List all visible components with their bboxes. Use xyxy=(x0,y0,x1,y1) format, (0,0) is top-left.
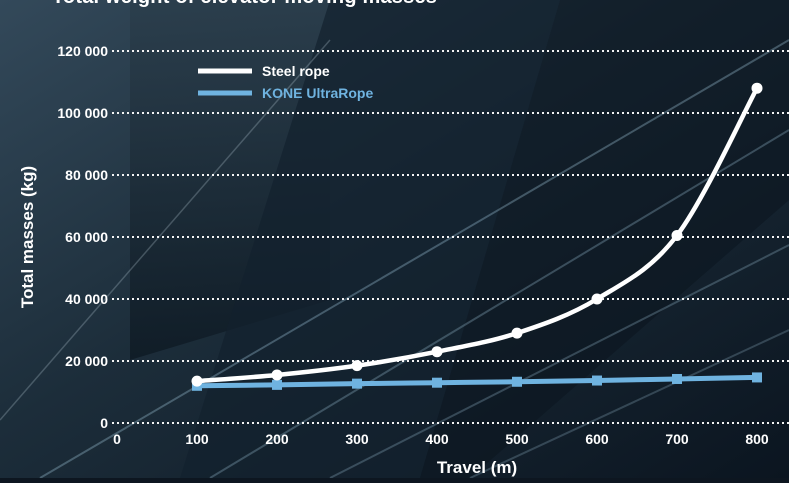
y-tick-label: 60 000 xyxy=(65,229,108,245)
series-layer xyxy=(191,82,763,391)
data-point-kone-ultrarope xyxy=(352,378,362,389)
series-line-kone-ultrarope xyxy=(194,374,760,389)
data-point-steel-rope xyxy=(511,327,523,339)
data-point-steel-rope xyxy=(751,82,763,94)
x-axis-label: Travel (m) xyxy=(437,458,517,477)
data-point-steel-rope xyxy=(431,346,443,358)
legend: Steel rope KONE UltraRope xyxy=(198,63,373,101)
chart-title: Total weight of elevator moving masses xyxy=(52,0,437,9)
y-tick-label: 20 000 xyxy=(65,353,108,369)
data-point-kone-ultrarope xyxy=(752,372,762,383)
y-tick-label: 40 000 xyxy=(65,291,108,307)
x-tick-label: 700 xyxy=(665,431,689,447)
axes-layer: 0 20 000 40 000 60 000 80 000 100 000 120 000 0… xyxy=(18,43,769,477)
data-point-steel-rope xyxy=(351,360,363,372)
data-point-steel-rope xyxy=(191,375,203,387)
x-tick-label: 100 xyxy=(185,431,209,447)
legend-label-kone-ultrarope: KONE UltraRope xyxy=(262,85,373,101)
data-point-kone-ultrarope xyxy=(432,377,442,388)
data-point-steel-rope xyxy=(671,229,683,241)
y-tick-label: 120 000 xyxy=(57,43,108,59)
x-tick-label: 300 xyxy=(345,431,369,447)
y-tick-label: 0 xyxy=(100,415,108,431)
legend-label-steel-rope: Steel rope xyxy=(262,63,330,79)
x-tick-label: 0 xyxy=(113,431,121,447)
x-tick-label: 500 xyxy=(505,431,529,447)
y-tick-label: 100 000 xyxy=(57,105,108,121)
y-axis-label: Total masses (kg) xyxy=(18,166,37,308)
data-point-kone-ultrarope xyxy=(272,379,282,390)
data-point-kone-ultrarope xyxy=(592,375,602,386)
data-point-kone-ultrarope xyxy=(672,373,682,384)
x-tick-label: 400 xyxy=(425,431,449,447)
data-point-steel-rope xyxy=(271,369,283,381)
data-point-kone-ultrarope xyxy=(512,376,522,387)
x-tick-label: 200 xyxy=(265,431,289,447)
y-tick-label: 80 000 xyxy=(65,167,108,183)
x-tick-label: 600 xyxy=(585,431,609,447)
data-point-steel-rope xyxy=(591,293,603,305)
x-tick-label: 800 xyxy=(745,431,769,447)
